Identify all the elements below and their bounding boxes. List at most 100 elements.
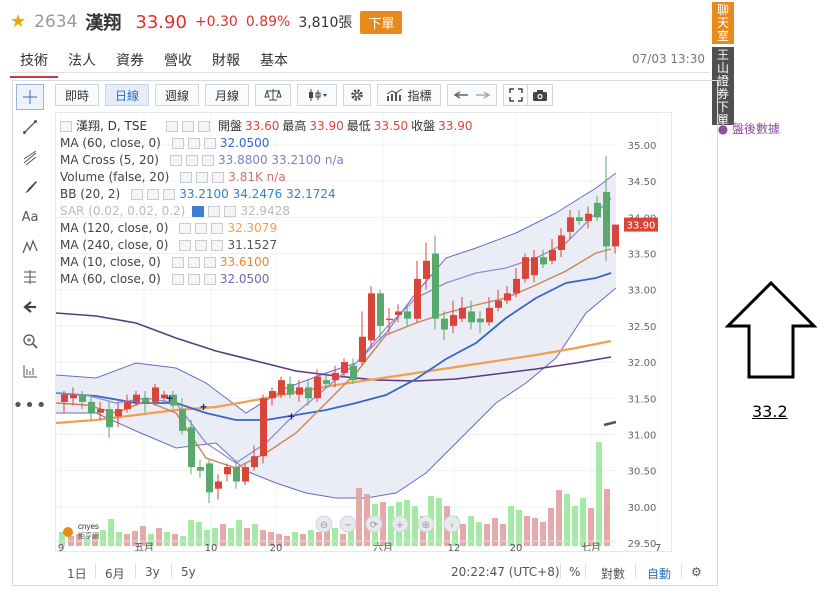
pattern-tool-icon[interactable]: [16, 234, 44, 260]
candlestick: [423, 260, 430, 279]
y-axis-tick-label: 30.00: [628, 503, 657, 514]
auto-scale-toggle[interactable]: 自動: [647, 567, 672, 581]
legend-ma120-visibility-icon[interactable]: [179, 223, 192, 234]
legend-ma60b-remove-icon[interactable]: [203, 274, 216, 285]
legend-ma60-settings-icon[interactable]: [187, 138, 200, 149]
fullscreen-icon[interactable]: [503, 84, 529, 106]
legend-ma10-settings-icon[interactable]: [187, 257, 200, 268]
x-axis-tick-label: 20: [510, 543, 523, 552]
price-chart-svg[interactable]: +++35.0034.5034.0033.5033.0032.5032.0031…: [56, 113, 672, 552]
tab-margin[interactable]: 資券: [116, 53, 144, 69]
legend-ma240-visibility-icon[interactable]: [179, 240, 192, 251]
tab-financials[interactable]: 財報: [212, 53, 240, 69]
text-tool-icon[interactable]: Aa: [21, 209, 39, 225]
bottom-settings-gear-icon[interactable]: ⚙: [691, 565, 702, 579]
tab-basics[interactable]: 基本: [260, 53, 288, 69]
chart-panel[interactable]: +++35.0034.5034.0033.5033.0032.5032.0031…: [55, 112, 672, 552]
interval-monthly-button[interactable]: 月線: [205, 84, 249, 106]
volume-bar: [356, 488, 362, 546]
zoom-in-icon[interactable]: [16, 328, 44, 354]
undo-icon[interactable]: [453, 91, 468, 99]
volume-bar: [484, 524, 490, 546]
legend-ma60-visibility-icon[interactable]: [171, 138, 184, 149]
volume-bar: [148, 534, 154, 546]
legend-macross-settings-icon[interactable]: [185, 155, 198, 166]
after-hours-label[interactable]: ● 盤後數據: [717, 122, 780, 136]
legend-sar-remove-icon[interactable]: [224, 206, 237, 217]
y-axis-tick-label: 31.00: [628, 430, 657, 441]
legend-ma60b-settings-icon[interactable]: [187, 274, 200, 285]
favorite-star-icon[interactable]: ★: [10, 11, 27, 32]
brush-icon[interactable]: [16, 174, 44, 200]
candlestick: [61, 394, 68, 402]
candlestick: [332, 372, 339, 381]
tab-institutional[interactable]: 法人: [68, 53, 96, 69]
interval-daily-button[interactable]: 日線: [105, 84, 149, 106]
legend-row-ma10: MA (10, close, 0) 33.6100: [60, 254, 269, 271]
legend-ma10-visibility-icon[interactable]: [171, 257, 184, 268]
candlestick: [504, 293, 511, 301]
legend-bb-settings-icon[interactable]: [147, 189, 160, 200]
more-tools-icon[interactable]: •••: [12, 394, 48, 416]
redo-icon[interactable]: [476, 91, 491, 99]
order-button[interactable]: 下單: [360, 10, 403, 34]
legend-volume-settings-icon[interactable]: [196, 172, 209, 183]
legend-macross-remove-icon[interactable]: [201, 155, 214, 166]
range-separator: [681, 564, 682, 578]
legend-ma120-remove-icon[interactable]: [211, 223, 224, 234]
legend-sar-visibility-icon[interactable]: [192, 206, 205, 217]
legend-bb-visibility-icon[interactable]: [131, 189, 144, 200]
log-scale-toggle[interactable]: 對數: [601, 567, 626, 581]
volume-bar: [116, 532, 122, 546]
trend-line-icon[interactable]: [16, 114, 44, 140]
legend-toggle-icon[interactable]: [166, 121, 179, 132]
range-1d[interactable]: 1日: [67, 567, 87, 581]
legend-volume-remove-icon[interactable]: [212, 172, 225, 183]
prediction-tool-icon[interactable]: [16, 264, 44, 290]
legend-ma60-remove-icon[interactable]: [203, 138, 216, 149]
candlestick: [612, 224, 619, 247]
measure-icon[interactable]: [16, 358, 44, 384]
legend-close-icon[interactable]: [198, 121, 211, 132]
candlestick: [215, 481, 222, 489]
legend-ma120-settings-icon[interactable]: [195, 223, 208, 234]
candlestick: [395, 311, 402, 316]
fib-tool-icon[interactable]: [16, 144, 44, 170]
volume-bar: [276, 534, 282, 546]
chart-type-candles-icon[interactable]: [297, 84, 337, 106]
legend-settings-icon[interactable]: [182, 121, 195, 132]
range-3y[interactable]: 3y: [145, 565, 160, 579]
interval-intraday-button[interactable]: 即時: [55, 84, 99, 106]
legend-row-ma120: MA (120, close, 0) 32.3079: [60, 220, 277, 237]
percent-scale-toggle[interactable]: %: [569, 565, 581, 579]
bollinger-band-fill: [56, 173, 616, 498]
volume-bar: [300, 534, 306, 546]
legend-ma60b-visibility-icon[interactable]: [171, 274, 184, 285]
legend-row-macross: MA Cross (5, 20) 33.8800 33.2100 n/a: [60, 152, 344, 169]
tab-technical[interactable]: 技術: [10, 48, 58, 78]
camera-snapshot-icon[interactable]: [527, 84, 553, 106]
range-6m[interactable]: 6月: [105, 567, 125, 581]
legend-volume-visibility-icon[interactable]: [180, 172, 193, 183]
legend-macross-visibility-icon[interactable]: [169, 155, 182, 166]
legend-ma10-remove-icon[interactable]: [203, 257, 216, 268]
legend-ma240-remove-icon[interactable]: [211, 240, 224, 251]
crosshair-icon[interactable]: [16, 84, 44, 110]
chart-nav-icon: ⊕: [422, 520, 430, 531]
legend-collapse-icon[interactable]: [60, 121, 72, 132]
range-5y[interactable]: 5y: [181, 565, 196, 579]
interval-weekly-button[interactable]: 週線: [155, 84, 199, 106]
legend-sar-settings-icon[interactable]: [208, 206, 221, 217]
range-separator: [135, 564, 136, 578]
cnyes-logo-subtext: 鉅亨網: [78, 531, 99, 540]
legend-bb-remove-icon[interactable]: [163, 189, 176, 200]
settings-gear-icon[interactable]: [343, 84, 371, 106]
legend-ma240-settings-icon[interactable]: [195, 240, 208, 251]
indicators-button[interactable]: 指標: [377, 84, 441, 106]
chat-room-button[interactable]: 聊天室: [712, 2, 734, 44]
tab-revenue[interactable]: 營收: [164, 53, 192, 69]
volume-bar: [76, 534, 82, 546]
compare-scale-icon[interactable]: [255, 84, 291, 106]
arrow-left-icon[interactable]: [16, 294, 44, 320]
legend-row-ma240: MA (240, close, 0) 31.1527: [60, 237, 277, 254]
